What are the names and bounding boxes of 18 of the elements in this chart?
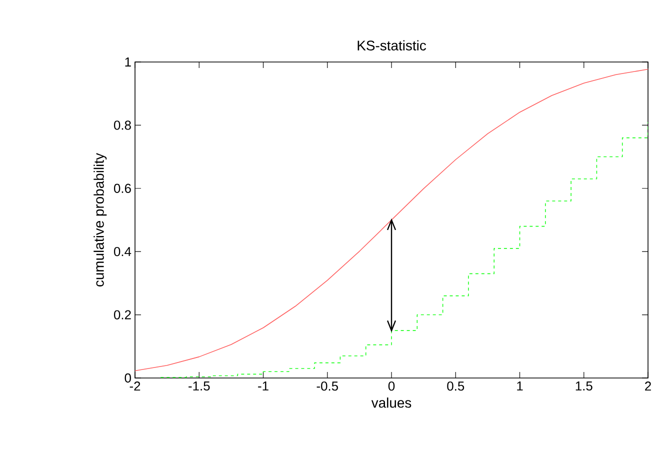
x-tick-label: -1 [258, 382, 268, 390]
x-axis-title: values [371, 398, 412, 408]
y-tick-label: 1 [125, 58, 131, 66]
x-tick-label: -2 [130, 382, 140, 391]
y-tick-label: 0.4 [114, 246, 132, 256]
y-tick-label: 0.8 [114, 120, 131, 130]
y-tick-label: 0.2 [114, 310, 131, 320]
x-tick-label: 0 [388, 382, 395, 391]
x-tick-label: 1 [517, 382, 523, 390]
x-tick-label: 0.5 [447, 382, 464, 391]
x-tick-label: 2 [645, 382, 651, 391]
x-tick-label: -0.5 [316, 382, 338, 391]
x-tick-label: 1.5 [576, 382, 592, 391]
chart-title: KS-statistic [358, 40, 426, 50]
y-tick-label: 0.6 [114, 184, 131, 193]
y-axis-title: cumulative probability [94, 152, 107, 286]
y-tick-label: 0 [124, 373, 131, 383]
x-tick-label: -1.5 [188, 382, 210, 391]
